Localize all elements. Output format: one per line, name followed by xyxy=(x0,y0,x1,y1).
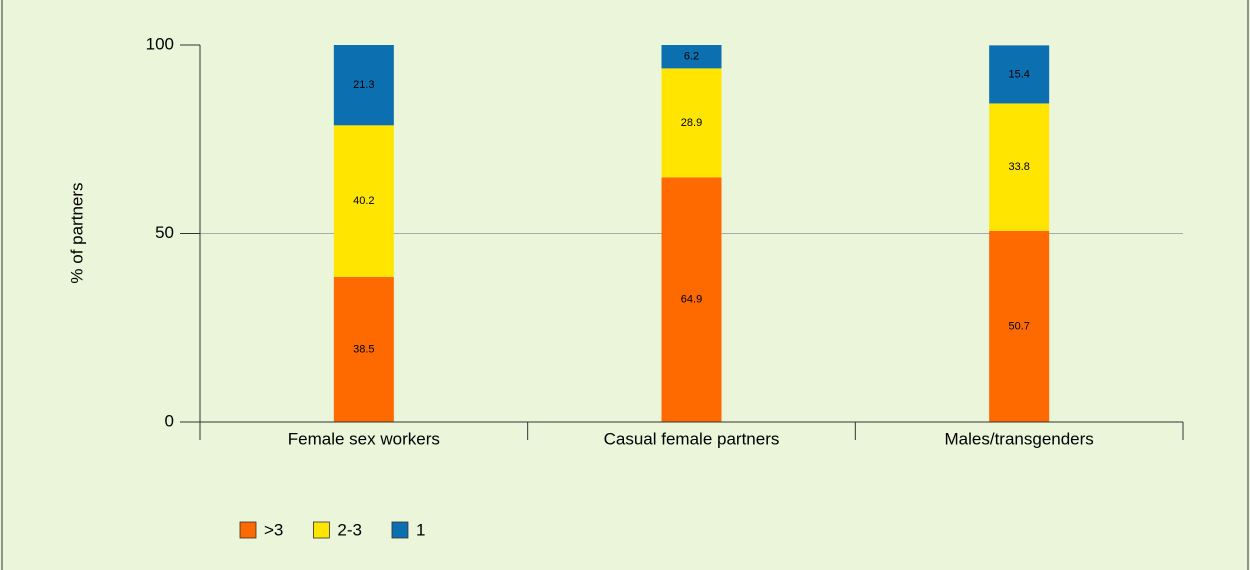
legend-swatch xyxy=(312,521,330,539)
x-tick-label: Males/transgenders xyxy=(945,429,1094,448)
value-label: 64.9 xyxy=(681,294,702,306)
bar-segment xyxy=(989,230,1050,422)
value-label: 50.7 xyxy=(1008,320,1029,332)
legend-swatch xyxy=(239,521,257,539)
value-label: 40.2 xyxy=(353,195,374,207)
legend-label: 2-3 xyxy=(337,520,362,539)
y-axis-label: % of partners xyxy=(67,182,86,283)
bar-segment xyxy=(989,103,1050,231)
legend-label: >3 xyxy=(264,520,283,539)
bar-segment xyxy=(661,68,722,178)
y-tick-label: 100 xyxy=(146,34,174,53)
value-label: 21.3 xyxy=(353,79,374,91)
bar-segment xyxy=(661,177,722,422)
y-tick-label: 50 xyxy=(155,223,174,242)
value-label: 28.9 xyxy=(681,117,702,129)
value-label: 6.2 xyxy=(684,51,699,63)
bar-segment xyxy=(333,45,394,126)
y-tick-label: 0 xyxy=(165,411,174,430)
bar-segment xyxy=(989,45,1050,104)
value-label: 15.4 xyxy=(1008,68,1029,80)
legend-label: 1 xyxy=(416,520,425,539)
bar-segment xyxy=(333,125,394,277)
bar-segment xyxy=(333,276,394,422)
value-label: 33.8 xyxy=(1008,161,1029,173)
legend-swatch xyxy=(391,521,409,539)
bar-segment xyxy=(661,45,722,69)
x-tick-label: Casual female partners xyxy=(604,429,780,448)
x-tick-label: Female sex workers xyxy=(288,429,440,448)
value-label: 38.5 xyxy=(353,343,374,355)
